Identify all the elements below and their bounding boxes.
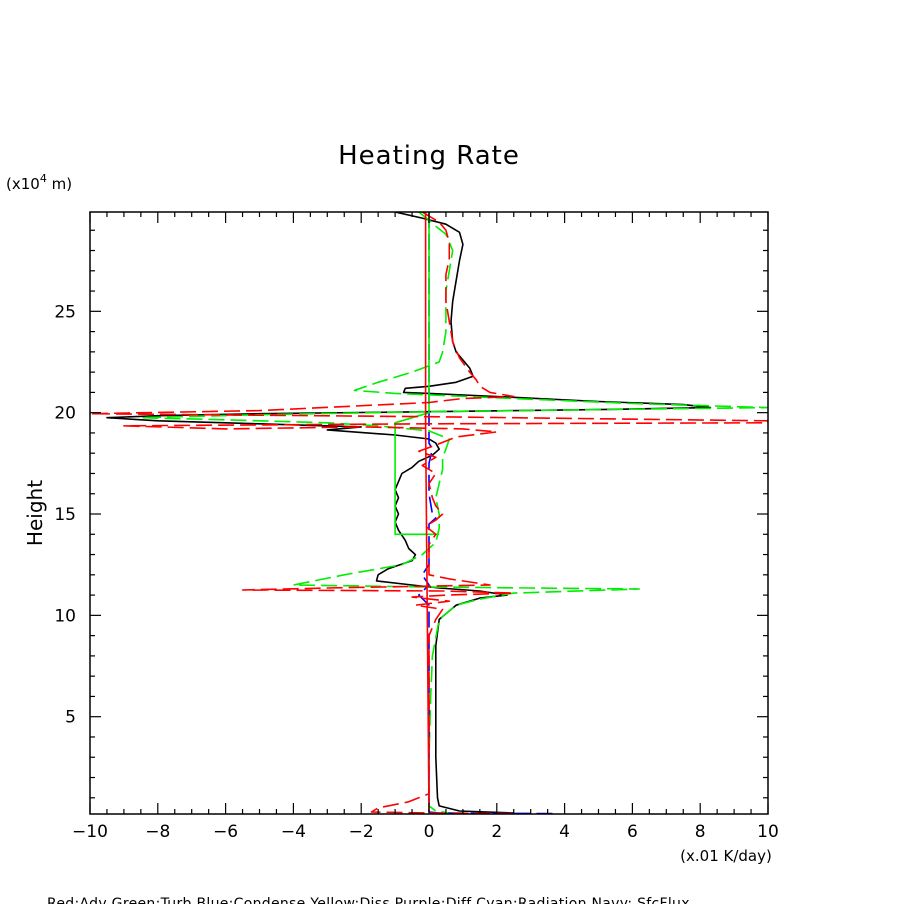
y-tick-label: 15 <box>54 505 76 525</box>
series-layer <box>90 212 768 814</box>
series-line-blue-dashed-2 <box>418 212 558 814</box>
series-line-green-solid-3 <box>394 212 440 536</box>
y-axis-unit-prefix: (x10 <box>6 175 40 193</box>
y-axis-label: Height <box>23 480 47 546</box>
x-tick-label: −2 <box>349 822 374 842</box>
x-tick-label: −4 <box>281 822 306 842</box>
x-tick-label: −8 <box>145 822 170 842</box>
y-tick-label: 10 <box>54 606 76 626</box>
y-tick-label: 20 <box>54 404 76 424</box>
plot-frame <box>89 211 769 815</box>
y-tick-label: 5 <box>65 708 76 728</box>
y-tick-label: 25 <box>54 302 76 322</box>
x-tick-label: 0 <box>424 822 435 842</box>
series-line-black-solid-0 <box>106 212 712 814</box>
x-axis-unit: (x.01 K/day) <box>680 847 772 865</box>
y-axis-unit-suffix: m) <box>47 175 72 193</box>
legend-footer: Red:Adv Green:Turb Blue:Condense Yellow:… <box>47 896 690 904</box>
x-tick-label: 4 <box>559 822 570 842</box>
series-line-green-dashed-1 <box>140 212 768 814</box>
x-tick-label: 10 <box>757 822 779 842</box>
chart-title: Heating Rate <box>338 141 520 171</box>
x-tick-label: −6 <box>213 822 238 842</box>
series-line-red-solid-4 <box>424 212 430 813</box>
x-tick-label: 8 <box>695 822 706 842</box>
ticks-layer: −10 −8 −6 −4 −2 0 2 4 6 8 10 5 10 15 20 25 <box>54 212 779 842</box>
y-axis-unit-exponent: 4 <box>40 172 47 185</box>
x-tick-label: −10 <box>72 822 108 842</box>
x-tick-label: 6 <box>627 822 638 842</box>
y-axis-unit: (x104 m) <box>6 172 72 193</box>
x-tick-label: 2 <box>491 822 502 842</box>
